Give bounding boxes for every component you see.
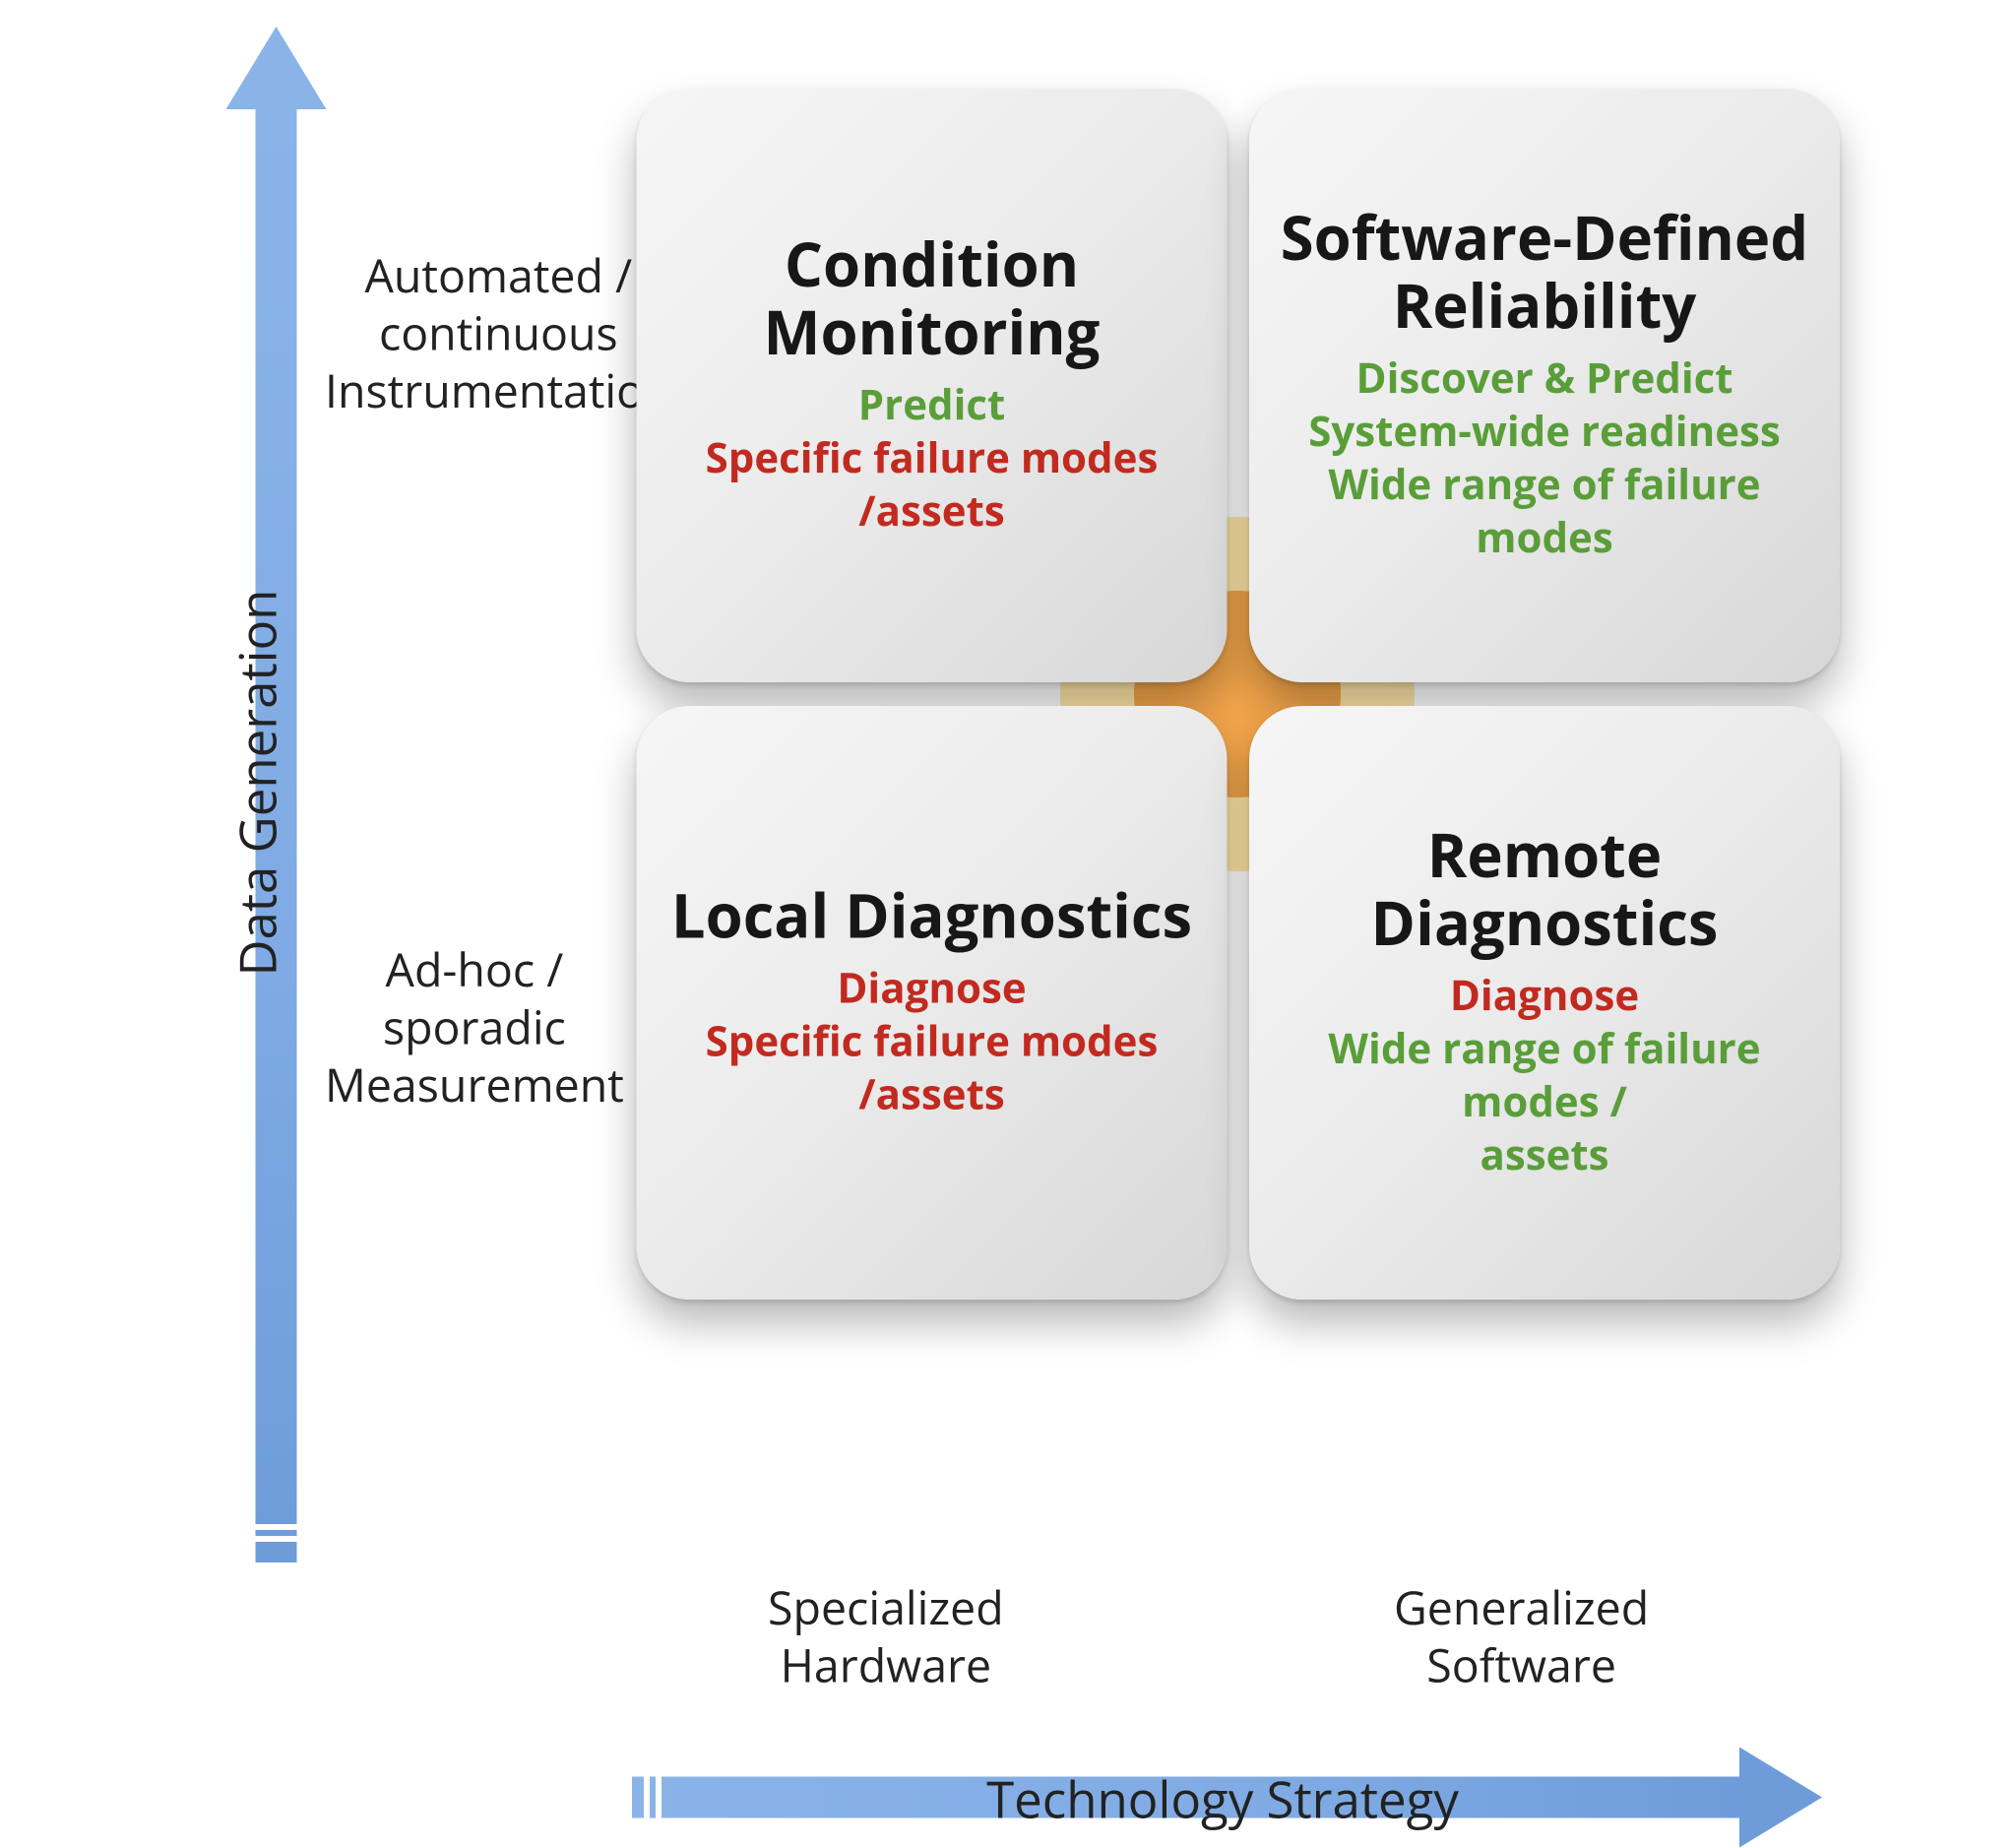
card-title-line: Reliability	[1281, 274, 1808, 342]
card-bullet: Diagnose	[837, 963, 1026, 1016]
axis-category-line: Software	[1394, 1637, 1649, 1694]
quadrant-card-top-left: ConditionMonitoring PredictSpecific failu…	[637, 89, 1228, 682]
card-bullet: /assets	[858, 1069, 1004, 1122]
axis-category-line: Generalized	[1394, 1580, 1649, 1637]
x-axis-label: Technology Strategy	[632, 1765, 1813, 1833]
card-title: Software-DefinedReliability	[1281, 206, 1808, 342]
y-axis-category-high: Automated /continuousInstrumentation	[325, 248, 672, 419]
card-bullet: Wide range of failure modes /	[1273, 1024, 1816, 1129]
arrow-tail-mark	[256, 1536, 297, 1542]
card-bullet: System-wide readiness	[1308, 407, 1781, 460]
quadrant-card-bottom-left: Local Diagnostics DiagnoseSpecific failur…	[637, 706, 1228, 1300]
axis-category-line: Specialized	[768, 1580, 1004, 1637]
axis-category-line: Automated /	[325, 248, 672, 305]
quadrant-card-top-right: Software-DefinedReliability Discover & Pr…	[1249, 89, 1840, 682]
card-title-line: Local Diagnostics	[671, 883, 1192, 951]
axis-category-line: continuous	[325, 305, 672, 362]
card-bullet: Discover & Predict	[1356, 353, 1733, 407]
y-axis-category-low: Ad-hoc / sporadicMeasurement	[325, 942, 624, 1114]
card-bullet: modes	[1476, 512, 1613, 565]
x-axis-category-right: GeneralizedSoftware	[1394, 1580, 1649, 1694]
y-axis-label: Data Generation	[233, 443, 281, 1122]
card-title: Remote Diagnostics	[1273, 823, 1816, 959]
card-bullet: Specific failure modes	[706, 432, 1159, 485]
card-title-line: Monitoring	[764, 300, 1101, 368]
card-bullet: /assets	[858, 485, 1004, 539]
axis-category-line: Ad-hoc / sporadic	[325, 942, 624, 1056]
axis-category-line: Measurement	[325, 1056, 624, 1114]
card-bullet: assets	[1480, 1129, 1608, 1182]
axis-category-line: Hardware	[768, 1637, 1004, 1694]
x-axis-category-left: SpecializedHardware	[768, 1580, 1004, 1694]
card-title: ConditionMonitoring	[764, 232, 1101, 368]
card-bullet: Specific failure modes	[706, 1016, 1159, 1069]
card-title-line: Software-Defined	[1281, 206, 1808, 274]
y-axis-label-text: Data Generation	[223, 590, 291, 977]
card-bullet: Predict	[858, 380, 1005, 433]
axis-category-line: Instrumentation	[325, 362, 672, 419]
card-title: Local Diagnostics	[671, 883, 1192, 951]
card-bullet: Diagnose	[1450, 971, 1639, 1024]
arrow-tail-mark	[256, 1524, 297, 1530]
card-title-line: Remote Diagnostics	[1273, 823, 1816, 959]
card-bullet: Wide range of failure	[1328, 459, 1760, 512]
x-axis-label-text: Technology Strategy	[986, 1765, 1459, 1833]
quadrant-card-bottom-right: Remote Diagnostics DiagnoseWide range of …	[1249, 706, 1840, 1300]
card-title-line: Condition	[764, 232, 1101, 300]
